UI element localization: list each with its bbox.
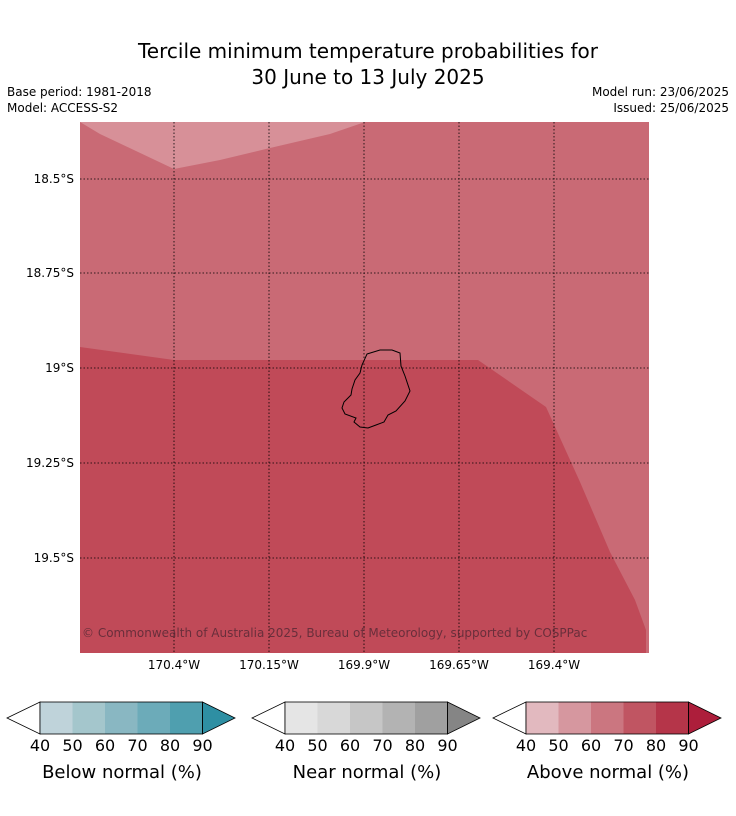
colorbar-below-normal bbox=[6, 701, 236, 735]
colorbar-near-normal bbox=[251, 701, 481, 735]
lon-label-5: 169.4°W bbox=[527, 658, 581, 672]
colorbar-near-frame bbox=[284, 701, 448, 735]
tick-below-60: 60 bbox=[94, 736, 116, 755]
tick-above-50: 50 bbox=[548, 736, 569, 755]
graticule bbox=[80, 122, 649, 653]
lat-label-5: 19.5°S bbox=[33, 551, 74, 565]
tick-near-40: 40 bbox=[274, 736, 296, 755]
lon-label-3: 169.9°W bbox=[337, 658, 391, 672]
lat-label-3: 19°S bbox=[45, 361, 74, 375]
colorbar-above-bin-3 bbox=[591, 702, 624, 734]
colorbar-near-bin-1 bbox=[285, 702, 318, 734]
colorbar-below-extend-low bbox=[6, 701, 41, 735]
colorbar-above-bin-5 bbox=[656, 702, 689, 734]
tick-below-40: 40 bbox=[29, 736, 51, 755]
tick-near-90: 90 bbox=[437, 736, 458, 755]
tick-below-90: 90 bbox=[192, 736, 213, 755]
base-period: Base period: 1981-2018 bbox=[7, 85, 152, 99]
tick-above-80: 80 bbox=[645, 736, 667, 755]
island-coastline bbox=[341, 349, 411, 429]
meta-right: Model run: 23/06/2025 Issued: 25/06/2025 bbox=[592, 84, 729, 116]
model-run: Model run: 23/06/2025 bbox=[591, 85, 729, 99]
legend-above-normal: 40 50 60 70 80 90 Above normal (%) bbox=[492, 700, 724, 810]
colorbar-below-bin-4 bbox=[137, 702, 170, 734]
title-line-1: Tercile minimum temperature probabilitie… bbox=[137, 39, 599, 63]
colorbar-near-bin-4 bbox=[382, 702, 415, 734]
colorbar-above-normal bbox=[492, 701, 722, 735]
colorbar-near-bin-2 bbox=[317, 702, 350, 734]
colorbar-above-bin-4 bbox=[623, 702, 656, 734]
copyright-notice: © Commonwealth of Australia 2025, Bureau… bbox=[82, 626, 588, 640]
colorbar-above-bin-2 bbox=[558, 702, 591, 734]
map-title: Tercile minimum temperature probabilitie… bbox=[0, 38, 736, 90]
colorbar-above-extend-low bbox=[492, 701, 527, 735]
colorbar-above-frame bbox=[525, 701, 689, 735]
meta-left: Base period: 1981-2018 Model: ACCESS-S2 bbox=[7, 84, 152, 116]
legend-title-above-normal: Above normal (%) bbox=[526, 762, 690, 783]
colorbar-below-extend-high bbox=[202, 701, 236, 735]
legend-title-below-normal: Below normal (%) bbox=[42, 762, 202, 783]
colorbar-below-bin-2 bbox=[72, 702, 105, 734]
tick-below-70: 70 bbox=[127, 736, 148, 755]
colorbar-near-bin-5 bbox=[415, 702, 448, 734]
lon-label-1: 170.4°W bbox=[147, 658, 201, 672]
tick-near-70: 70 bbox=[372, 736, 393, 755]
map-panel bbox=[80, 122, 649, 653]
issued-date: Issued: 25/06/2025 bbox=[613, 101, 729, 115]
colorbar-near-extend-high bbox=[447, 701, 481, 735]
title-line-2: 30 June to 13 July 2025 bbox=[251, 65, 485, 89]
tick-above-90: 90 bbox=[678, 736, 699, 755]
colorbar-near-bin-3 bbox=[350, 702, 383, 734]
lon-label-4: 169.65°W bbox=[429, 658, 489, 672]
colorbar-below-bin-3 bbox=[105, 702, 138, 734]
colorbar-below-frame bbox=[39, 701, 203, 735]
region-above-70 bbox=[80, 347, 646, 653]
lat-label-4: 19.25°S bbox=[26, 456, 74, 470]
model-name: Model: ACCESS-S2 bbox=[7, 101, 119, 115]
legend-near-normal: 40 50 60 70 80 90 Near normal (%) bbox=[251, 700, 483, 810]
tick-near-50: 50 bbox=[307, 736, 328, 755]
tick-above-40: 40 bbox=[515, 736, 537, 755]
tick-below-80: 80 bbox=[159, 736, 181, 755]
colorbar-above-bin-1 bbox=[526, 702, 559, 734]
colorbar-below-bin-1 bbox=[40, 702, 73, 734]
map-canvas bbox=[80, 122, 649, 653]
legend-below-normal: 40 50 60 70 80 90 Below normal (%) bbox=[6, 700, 238, 810]
lat-label-2: 18.75°S bbox=[26, 266, 74, 280]
colorbar-above-extend-high bbox=[688, 701, 722, 735]
region-above-50 bbox=[80, 122, 365, 169]
tick-below-50: 50 bbox=[62, 736, 83, 755]
colorbar-near-extend-low bbox=[251, 701, 286, 735]
tick-above-60: 60 bbox=[580, 736, 602, 755]
lon-label-2: 170.15°W bbox=[239, 658, 299, 672]
legend-title-near-normal: Near normal (%) bbox=[292, 762, 442, 783]
lat-label-1: 18.5°S bbox=[33, 172, 74, 186]
colorbar-below-bin-5 bbox=[170, 702, 203, 734]
tick-above-70: 70 bbox=[613, 736, 634, 755]
tick-near-80: 80 bbox=[404, 736, 426, 755]
tick-near-60: 60 bbox=[339, 736, 361, 755]
